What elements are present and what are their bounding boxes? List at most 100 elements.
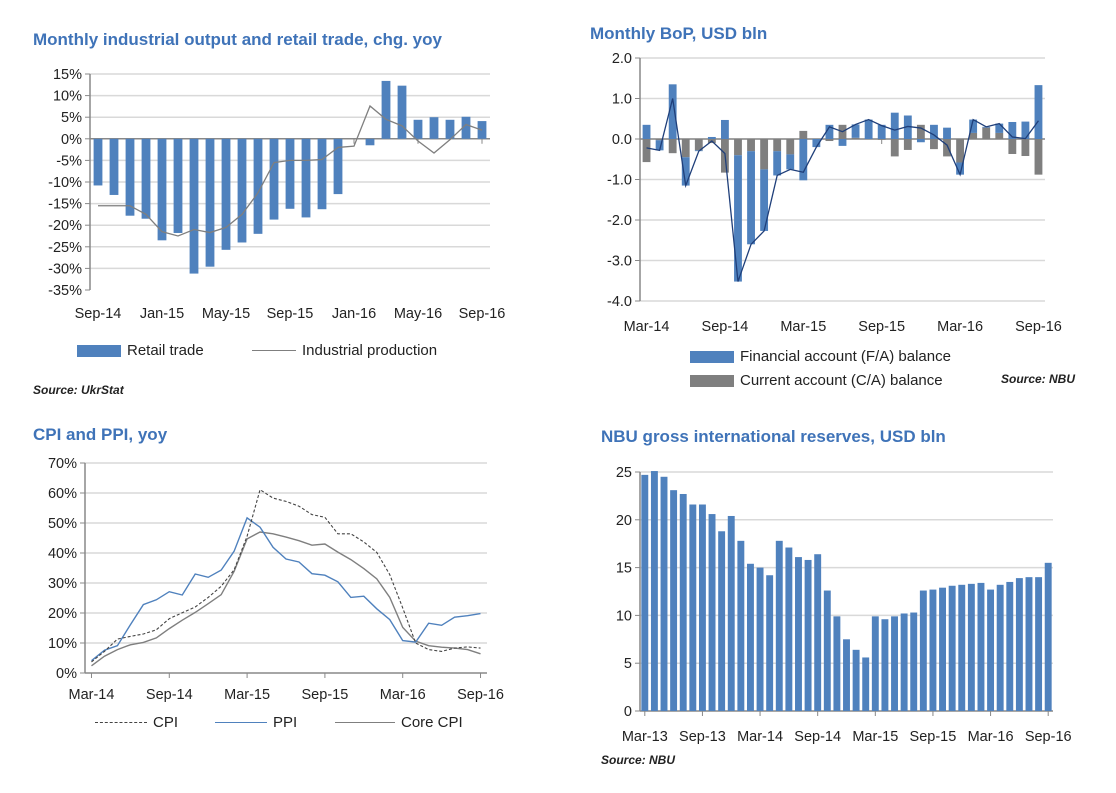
x-tick-label: Mar-15	[852, 729, 898, 745]
x-tick-label: Mar-14	[737, 729, 783, 745]
financial-account-bar	[1021, 121, 1030, 139]
y-tick-label: 15%	[53, 67, 82, 83]
reserves-bar	[871, 616, 879, 711]
y-tick-label: -4.0	[607, 294, 632, 310]
current-account-bar	[668, 139, 677, 154]
y-tick-label: 60%	[48, 486, 77, 502]
retail-trade-bar	[189, 138, 199, 274]
chart4-title: NBU gross international reserves, USD bl…	[601, 427, 946, 446]
y-tick-label: -1.0	[607, 173, 632, 189]
current-account-bar	[694, 139, 703, 151]
reserves-bar	[679, 493, 687, 711]
current-account-bar	[825, 139, 834, 142]
y-tick-label: 2.0	[612, 51, 632, 67]
reserves-bar	[1025, 577, 1033, 711]
reserves-bar	[910, 612, 918, 711]
current-account-bar	[747, 139, 755, 152]
reserves-bar	[718, 531, 726, 711]
retail-trade-bar	[285, 138, 295, 209]
chart2: -4.0 -3.0 -2.0 -1.0 0.0 1.0 2.0 Mar-14 Sep-14 Mar…	[607, 51, 1062, 335]
reserves-bar	[814, 554, 822, 711]
y-tick-label: -2.0	[607, 213, 632, 229]
financial-account-bar	[864, 119, 873, 139]
legend-current-account: Current account (C/A) balance	[690, 372, 943, 389]
x-tick-label: Sep-16	[457, 687, 504, 703]
y-tick-label: 10	[616, 608, 632, 624]
x-tick-label: Mar-16	[380, 687, 426, 703]
current-account-bar	[799, 130, 808, 139]
retail-trade-bar	[269, 138, 279, 220]
reserves-bar	[756, 567, 764, 711]
cpi-line	[91, 488, 481, 663]
x-tick-label: Sep-13	[679, 729, 726, 745]
y-tick-label: 5	[624, 656, 632, 672]
legend-label: Industrial production	[302, 342, 438, 359]
legend-ppi: PPI	[215, 714, 297, 731]
legend-swatch-industrial	[252, 350, 296, 351]
x-tick-label: Sep-15	[910, 729, 957, 745]
chart1: -35% -30% -25% -20% -15% -10% -5% 0% 5% 10% 15% Sep…	[48, 67, 505, 322]
financial-account-bar	[747, 151, 755, 245]
financial-account-bar	[969, 119, 978, 133]
y-tick-label: -35%	[48, 283, 82, 299]
chart2-source: Source: NBU	[1001, 372, 1076, 386]
x-tick-label: Mar-15	[224, 687, 270, 703]
reserves-bar	[987, 589, 995, 711]
reserves-bar	[919, 590, 927, 711]
chart4-source: Source: NBU	[601, 753, 676, 767]
x-tick-label: Sep-15	[267, 306, 314, 322]
legend-swatch-fa	[690, 350, 734, 363]
y-tick-label: -5%	[56, 153, 82, 169]
x-tick-label: Sep-15	[302, 687, 349, 703]
current-account-bar	[969, 132, 978, 139]
x-tick-label: Sep-16	[459, 306, 506, 322]
x-tick-label: Mar-14	[69, 687, 115, 703]
reserves-bar	[900, 613, 908, 711]
reserves-bar	[708, 514, 716, 711]
chart1-title: Monthly industrial output and retail tra…	[33, 30, 442, 49]
current-account-bar	[773, 139, 782, 152]
retail-trade-bar	[445, 119, 455, 139]
financial-account-bar	[812, 139, 821, 148]
x-tick-label: Mar-16	[968, 729, 1014, 745]
reserves-bar	[727, 515, 735, 711]
legend-core-cpi: Core CPI	[335, 714, 463, 731]
retail-trade-bar	[141, 138, 151, 219]
financial-account-bar	[890, 112, 899, 139]
legend-swatch-ppi	[215, 722, 267, 723]
y-tick-label: -15%	[48, 197, 82, 213]
overall-balance-line	[646, 98, 1039, 282]
y-tick-label: -20%	[48, 218, 82, 234]
reserves-bar	[785, 547, 793, 711]
current-account-bar	[930, 139, 938, 150]
current-account-bar	[681, 139, 690, 158]
current-account-bar	[956, 139, 964, 163]
legend-cpi: CPI	[95, 714, 178, 731]
financial-account-bar	[681, 157, 690, 186]
x-tick-label: Sep-14	[75, 306, 122, 322]
reserves-bar	[833, 616, 841, 711]
y-tick-label: -10%	[48, 175, 82, 191]
reserves-bar	[958, 584, 966, 711]
reserves-bar	[775, 540, 783, 711]
financial-account-bar	[655, 140, 664, 151]
legend-swatch-retail	[77, 344, 121, 357]
legend-retail-trade: Retail trade	[77, 342, 204, 359]
reserves-bar	[823, 590, 831, 711]
financial-account-bar	[956, 162, 964, 175]
financial-account-bar	[851, 124, 860, 138]
x-tick-label: Sep-14	[702, 319, 749, 335]
current-account-bar	[851, 137, 860, 139]
y-tick-label: 20	[616, 513, 632, 529]
retail-trade-bar	[333, 138, 343, 195]
reserves-bar	[996, 584, 1004, 711]
y-tick-label: 5%	[61, 110, 82, 126]
reserves-bar	[967, 583, 975, 711]
reserves-bar	[1035, 577, 1043, 711]
x-tick-label: Mar-15	[780, 319, 826, 335]
reserves-bar	[1006, 581, 1014, 711]
financial-account-bar	[930, 124, 938, 139]
legend-swatch-core	[335, 722, 395, 723]
financial-account-bar	[786, 154, 795, 170]
retail-trade-bar	[317, 138, 327, 210]
